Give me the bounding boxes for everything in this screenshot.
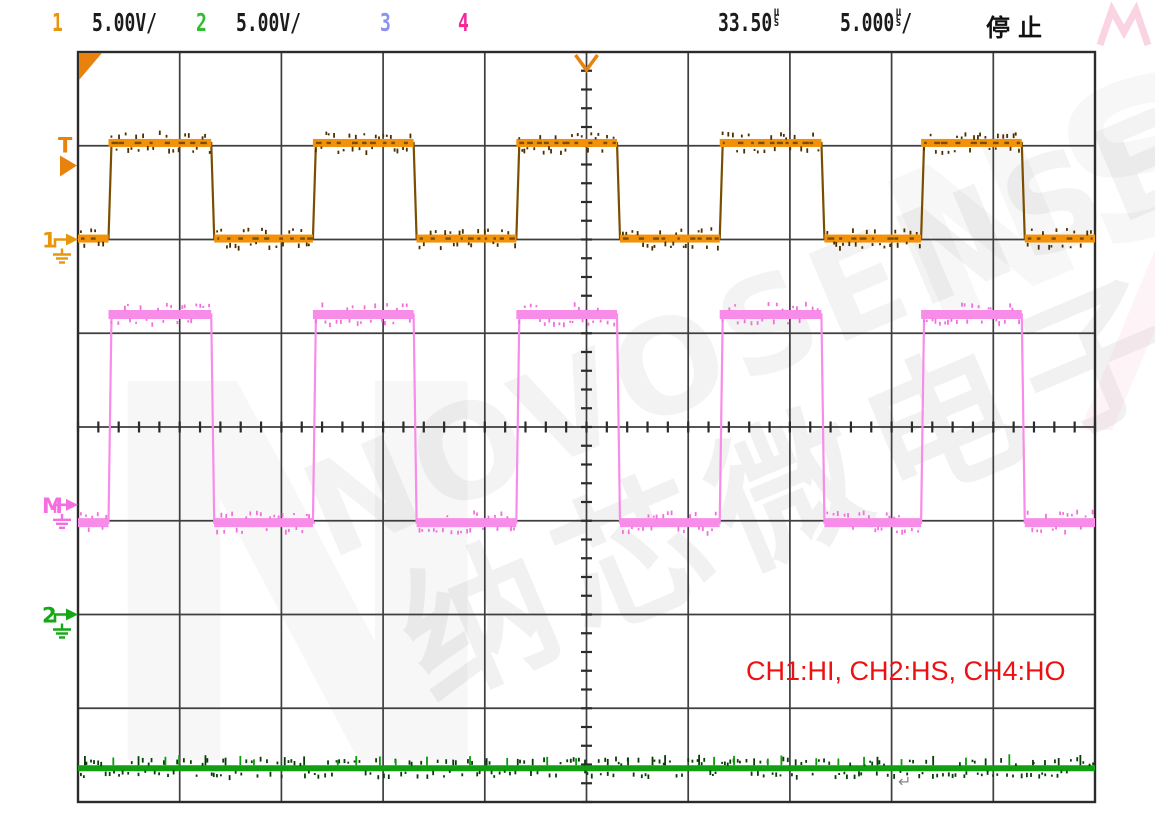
trace-ch1 (78, 130, 1095, 251)
channel-annotation: CH1:HI, CH2:HS, CH4:HO (746, 656, 1066, 686)
trigger-time-marker-icon (574, 53, 599, 73)
timebase-readout: 5.000 µ s / (840, 5, 913, 37)
ch1-number: 1 (52, 8, 63, 37)
ch2-scale-readout: 5.00V/ (236, 8, 302, 37)
trace-ch2 (78, 754, 1095, 781)
graticule (76, 50, 1097, 804)
timebase-value: 5.000 (840, 8, 895, 37)
delay-readout: 33.50 µ s (718, 5, 780, 37)
svg-text:N: N (80, 277, 515, 832)
ground-marker-ch4: M (42, 494, 78, 530)
ground-marker-ch2: 2 (42, 604, 78, 639)
ch4-number: 4 (458, 8, 469, 37)
timebase-reference-corner-icon (79, 53, 102, 80)
trace-ch4 (78, 301, 1095, 536)
trigger-level-label: T (58, 133, 73, 157)
trigger-markers: T (58, 53, 599, 177)
timebase-suffix: / (901, 8, 913, 37)
trigger-level-arrow-icon (60, 155, 77, 177)
svg-text:2: 2 (42, 604, 57, 628)
svg-text:M: M (42, 494, 63, 518)
run-status: 停止 (986, 14, 1050, 42)
ch1-scale-readout: 5.00V/ (92, 8, 158, 37)
ch2-number: 2 (196, 8, 207, 37)
delay-value: 33.50 (718, 8, 773, 37)
ground-marker-ch1: 1 (42, 229, 78, 264)
ch3-number: 3 (380, 8, 391, 37)
return-mark: ↵ (898, 772, 912, 791)
svg-text:1: 1 (42, 229, 57, 253)
